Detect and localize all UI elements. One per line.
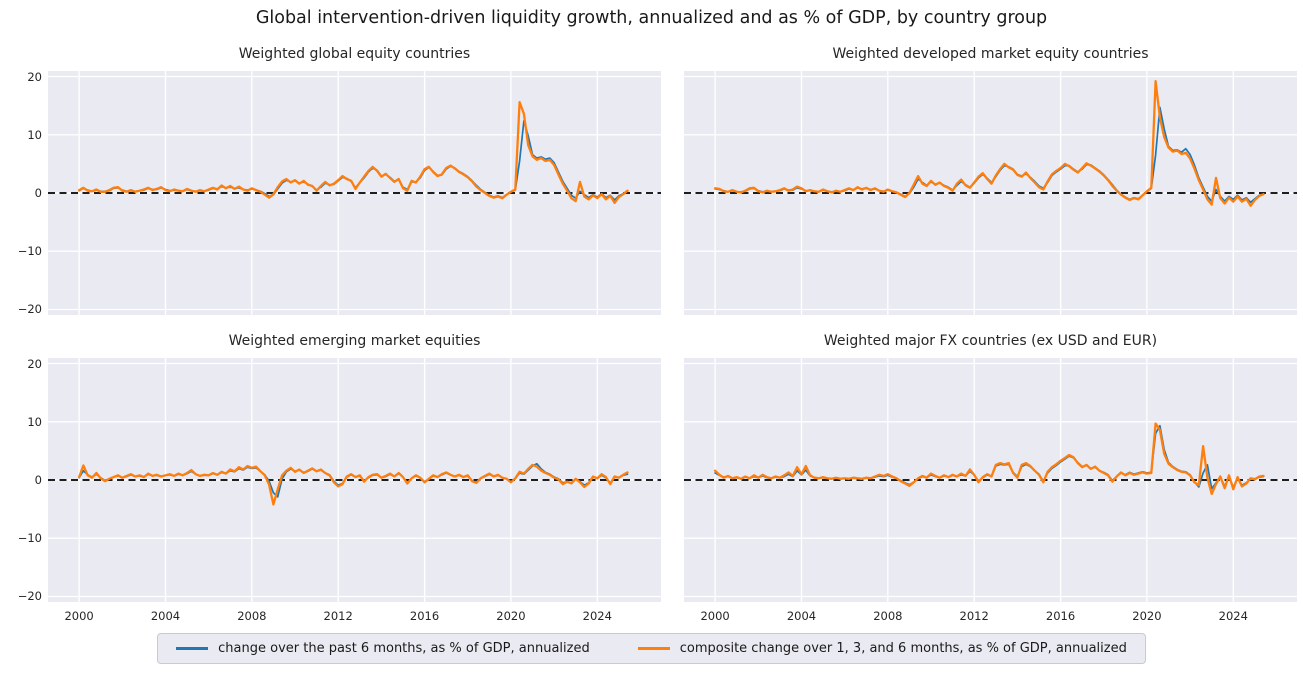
series-line-composite [713,422,1265,496]
x-tick-label: 2012 [323,609,353,623]
plot-svg [684,358,1297,602]
legend: change over the past 6 months, as % of G… [157,633,1146,664]
legend-entry-composite: composite change over 1, 3, and 6 months… [637,641,1127,656]
series-line-composite [77,101,629,205]
y-tick-label: −10 [17,244,42,259]
subplot-title: Weighted emerging market equities [228,333,481,349]
y-tick-label: −20 [17,302,42,317]
legend-wrap: change over the past 6 months, as % of G… [0,633,1303,664]
plot-svg [48,71,661,315]
y-tick-label: −10 [17,531,42,546]
plot-svg [684,71,1297,315]
subplot-title: Weighted major FX countries (ex USD and … [823,333,1158,349]
legend-label: composite change over 1, 3, and 6 months… [679,641,1127,656]
x-tick-label: 2024 [1218,609,1248,623]
subplot-title: Weighted global equity countries [238,46,471,62]
x-tick-label: 2020 [496,609,526,623]
plot-area [684,71,1297,315]
x-tick-label: 2020 [1132,609,1162,623]
x-tick-label: 2024 [582,609,612,623]
plot-area [48,358,661,602]
x-tick-label: 2004 [786,609,817,623]
chart-emerging-markets: Weighted emerging market equities 20 10 0 −… [18,333,661,623]
y-tick-label: 0 [34,186,42,200]
blue-line-swatch-icon [176,647,209,650]
y-tick-label: −20 [17,589,42,604]
legend-entry-6m: change over the past 6 months, as % of G… [176,641,590,656]
chart-developed-markets: Weighted developed market equity countri… [684,46,1297,315]
series-line-composite [77,463,629,506]
legend-label: change over the past 6 months, as % of G… [218,641,590,656]
plot-svg [48,358,661,602]
chart-major-fx: Weighted major FX countries (ex USD and … [684,333,1297,623]
figure-title: Global intervention-driven liquidity gro… [255,8,1048,28]
subplot-title: Weighted developed market equity countri… [832,46,1149,62]
x-tick-label: 2008 [873,609,903,623]
x-tick-label: 2016 [1045,609,1076,623]
plot-area [48,71,661,315]
y-tick-label: 20 [27,356,42,371]
y-tick-label: 0 [34,473,42,487]
series-line-composite [713,80,1265,207]
orange-line-swatch-icon [637,647,670,650]
x-tick-label: 2016 [409,609,440,623]
y-tick-label: 10 [27,127,42,142]
x-tick-label: 2012 [959,609,989,623]
x-tick-label: 2000 [700,609,730,623]
plot-area [684,358,1297,602]
x-tick-label: 2008 [237,609,267,623]
x-tick-label: 2004 [150,609,181,623]
x-tick-label: 2000 [64,609,94,623]
chart-global-equity: Weighted global equity countries 20 10 0 −1… [18,46,661,316]
y-tick-label: 20 [27,69,42,84]
y-tick-label: 10 [27,414,42,429]
